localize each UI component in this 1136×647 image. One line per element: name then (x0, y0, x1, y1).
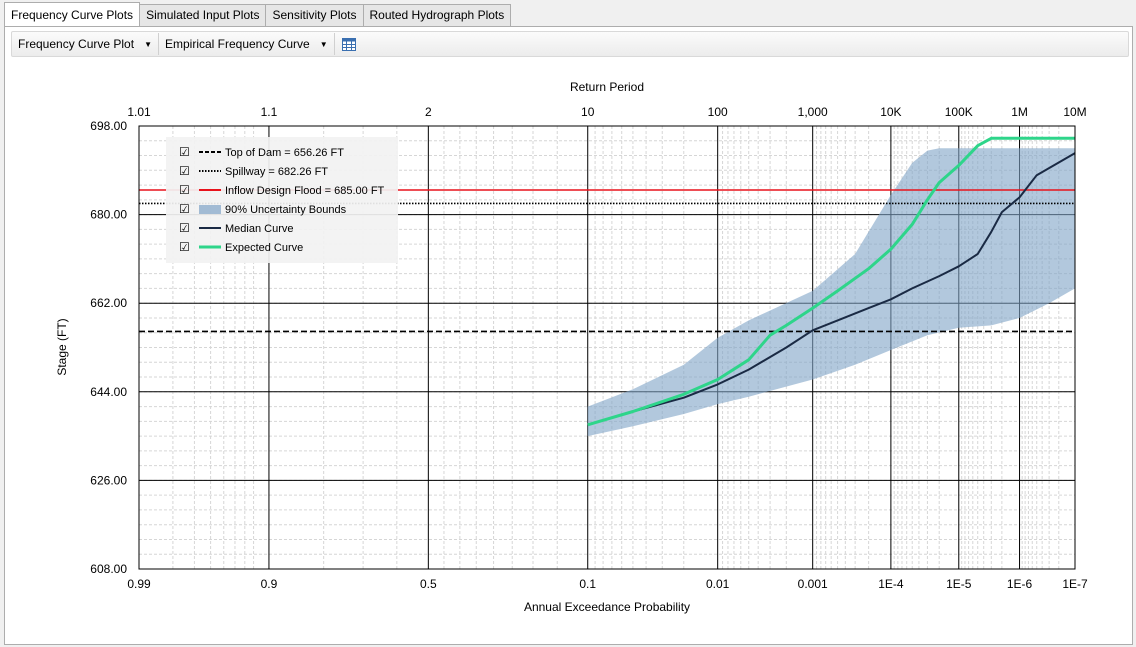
tab-sensitivity-plots[interactable]: Sensitivity Plots (265, 4, 364, 26)
plot-toolbar: Frequency Curve Plot ▼ Empirical Frequen… (11, 31, 1129, 57)
curve-type-dropdown[interactable]: Empirical Frequency Curve ▼ (159, 33, 335, 55)
tab-strip: Frequency Curve Plots Simulated Input Pl… (4, 2, 512, 27)
chevron-down-icon: ▼ (144, 39, 152, 49)
curve-type-dropdown-label: Empirical Frequency Curve (164, 37, 310, 51)
tab-simulated-input-plots[interactable]: Simulated Input Plots (139, 4, 267, 26)
plot-type-dropdown[interactable]: Frequency Curve Plot ▼ (12, 33, 159, 55)
plot-type-dropdown-label: Frequency Curve Plot (18, 37, 135, 51)
tab-frequency-curve-plots[interactable]: Frequency Curve Plots (4, 2, 141, 26)
tab-routed-hydrograph-plots[interactable]: Routed Hydrograph Plots (362, 4, 512, 26)
chevron-down-icon: ▼ (319, 39, 328, 49)
plot-panel: Frequency Curve Plot ▼ Empirical Frequen… (4, 26, 1133, 645)
table-icon[interactable] (341, 36, 357, 52)
